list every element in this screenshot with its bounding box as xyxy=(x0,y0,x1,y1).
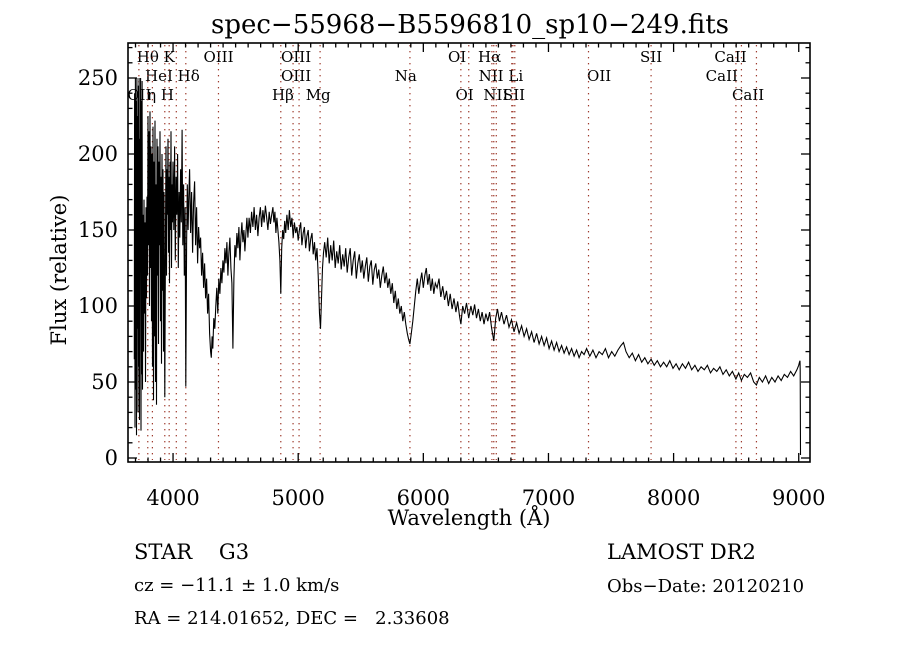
spectral-line-label: CaII xyxy=(714,48,747,66)
y-tick-label: 100 xyxy=(78,294,118,318)
spectral-line-label: Hα xyxy=(477,48,502,66)
y-axis-title: Flux (relative) xyxy=(47,195,71,346)
x-tick-label: 8000 xyxy=(647,486,700,510)
spectral-line-label: NII xyxy=(483,86,509,104)
plot-frame xyxy=(127,42,811,463)
object-class-label: STAR G3 xyxy=(134,540,250,564)
plot-title: spec−55968−B5596810_sp10−249.fits xyxy=(211,10,729,40)
spectral-line-label: OIII xyxy=(281,67,312,85)
cz-label: cz = −11.1 ± 1.0 km/s xyxy=(134,575,340,596)
spectral-line-label: OIII xyxy=(281,48,312,66)
y-tick-label: 250 xyxy=(78,66,118,90)
y-tick-label: 150 xyxy=(78,218,118,242)
survey-label: LAMOST DR2 xyxy=(607,540,756,564)
spectral-line-label: Na xyxy=(394,67,417,85)
spectral-line-label: η H xyxy=(147,86,174,104)
radec-label: RA = 214.01652, DEC = 2.33608 xyxy=(134,608,450,629)
x-tick-label: 7000 xyxy=(522,486,575,510)
spectral-line-label: CaII xyxy=(705,67,738,85)
y-tick-label: 200 xyxy=(78,142,118,166)
spectral-line-label: Hβ xyxy=(272,86,294,104)
y-tick-label: 50 xyxy=(91,370,118,394)
spectral-line-label: SII xyxy=(502,86,526,104)
spectral-line-label: HeI Hδ xyxy=(145,67,200,85)
x-tick-label: 6000 xyxy=(397,486,450,510)
obs-date-label: Obs−Date: 20120210 xyxy=(607,576,805,597)
spectral-line-label: OI xyxy=(447,48,467,66)
x-axis-title: Wavelength (Å) xyxy=(387,506,551,530)
x-tick-label: 5000 xyxy=(271,486,324,510)
y-tick-label: 0 xyxy=(105,446,118,470)
x-tick-label: 9000 xyxy=(772,486,825,510)
spectral-line-label: Mg xyxy=(305,86,331,104)
spectral-line-label: OII xyxy=(587,67,612,85)
spectral-line-label: NII Li xyxy=(478,67,524,85)
x-tick-label: 4000 xyxy=(146,486,199,510)
spectrum-line xyxy=(133,77,802,456)
